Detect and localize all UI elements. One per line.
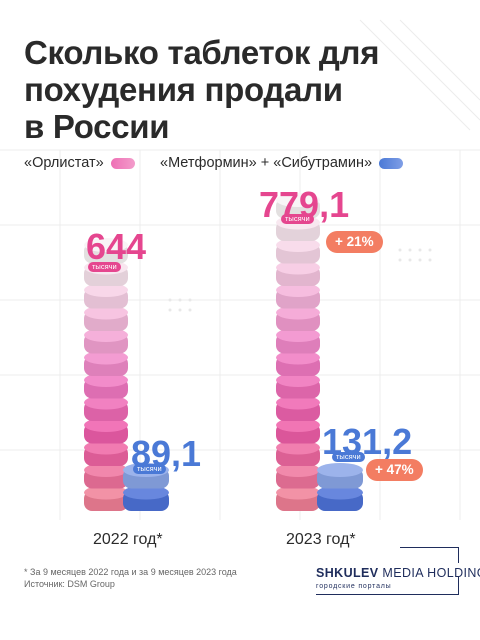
pill-orlistat-2023-12 <box>276 238 320 264</box>
unit-badge-orlistat-2022: тысячи <box>88 262 121 272</box>
pill-orlistat-2023-10 <box>276 283 320 309</box>
pill-orlistat-2022-10 <box>84 283 128 309</box>
pill-orlistat-2022-7 <box>84 350 128 376</box>
pill-orlistat-2023-7 <box>276 350 320 376</box>
pill-other-2022-1 <box>123 485 169 511</box>
pill-orlistat-2023-2 <box>276 463 320 489</box>
pill-orlistat-2022-9 <box>84 305 128 331</box>
pill-orlistat-2022-3 <box>84 440 128 466</box>
pill-orlistat-2022-4 <box>84 418 128 444</box>
legend-swatch-orlistat <box>110 157 135 169</box>
legend-swatch-other <box>379 157 404 169</box>
pill-orlistat-2022-2 <box>84 463 128 489</box>
pill-orlistat-2022-6 <box>84 373 128 399</box>
change-badge-orlistat: + 21% <box>326 231 383 253</box>
change-badge-other: + 47% <box>366 459 423 481</box>
pill-stack-orlistat-2023 <box>276 193 320 511</box>
pill-orlistat-2023-5 <box>276 395 320 421</box>
value-label-orlistat-2022: 644 <box>86 226 147 267</box>
pill-orlistat-2023-9 <box>276 305 320 331</box>
legend-item-other: «Метформин» + «Сибутрамин» <box>160 155 404 171</box>
unit-badge-other-2022: тысячи <box>133 464 166 474</box>
logo-wordmark: SHKULEV MEDIA HOLDING <box>316 566 480 580</box>
logo-rest: MEDIA HOLDING <box>382 566 480 580</box>
pill-orlistat-2023-4 <box>276 418 320 444</box>
title-line-3: в России <box>24 108 170 145</box>
legend-label-other: «Метформин» + «Сибутрамин» <box>160 155 373 171</box>
pill-orlistat-2023-3 <box>276 440 320 466</box>
pill-orlistat-2023-6 <box>276 373 320 399</box>
pill-orlistat-2022-5 <box>84 395 128 421</box>
title-line-2: похудения продали <box>24 71 343 108</box>
pill-stack-orlistat-2022 <box>84 238 128 511</box>
logo-subtitle: городские порталы <box>316 583 392 590</box>
brand-logo: SHKULEV MEDIA HOLDING городские порталы <box>316 547 480 595</box>
pill-stack-other-2023 <box>317 463 363 511</box>
logo-frame <box>316 547 459 595</box>
footnote-block: * За 9 месяцев 2022 года и за 9 месяцев … <box>24 566 237 590</box>
pill-orlistat-2023-8 <box>276 328 320 354</box>
page-title: Сколько таблеток для похудения продали в… <box>24 34 454 145</box>
x-label-2022: 2022 год* <box>93 531 163 548</box>
pill-orlistat-2022-12 <box>84 238 128 264</box>
title-line-1: Сколько таблеток для <box>24 34 380 71</box>
pill-orlistat-2022-8 <box>84 328 128 354</box>
pill-other-2023-2 <box>317 463 363 489</box>
logo-brand: SHKULEV <box>316 566 379 580</box>
pill-orlistat-2022-1 <box>84 485 128 511</box>
pill-orlistat-2023-1 <box>276 485 320 511</box>
footnote: * За 9 месяцев 2022 года и за 9 месяцев … <box>24 567 237 577</box>
pill-orlistat-2023-11 <box>276 260 320 286</box>
legend: «Орлистат» «Метформин» + «Сибутрамин» <box>24 155 456 175</box>
legend-item-orlistat: «Орлистат» <box>24 155 135 171</box>
x-label-2023: 2023 год* <box>286 531 356 548</box>
legend-label-orlistat: «Орлистат» <box>24 155 104 171</box>
pill-orlistat-2023-14 <box>276 193 320 219</box>
pill-other-2023-1 <box>317 485 363 511</box>
unit-badge-orlistat-2023: тысячи <box>281 214 314 224</box>
source-note: Источник: DSM Group <box>24 579 115 589</box>
unit-badge-other-2023: тысячи <box>332 452 365 462</box>
